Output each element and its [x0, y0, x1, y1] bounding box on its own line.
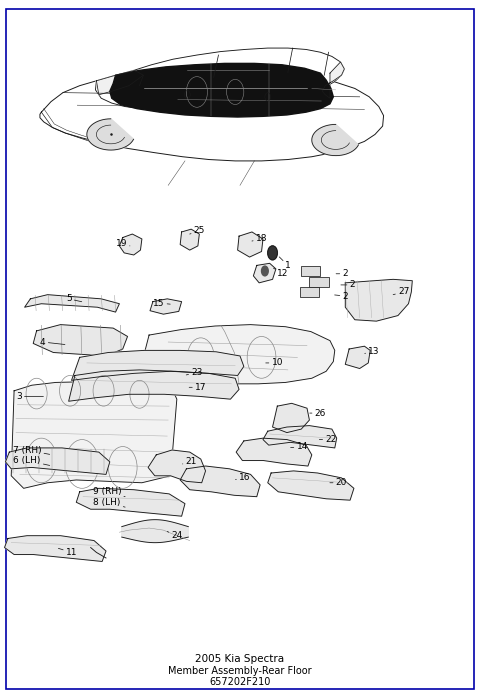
Polygon shape: [33, 325, 128, 356]
Text: 10: 10: [266, 359, 283, 367]
Text: 13: 13: [365, 348, 380, 356]
Text: 25: 25: [190, 226, 205, 235]
Polygon shape: [312, 124, 359, 156]
Polygon shape: [268, 471, 354, 500]
Polygon shape: [69, 370, 239, 401]
Text: 2: 2: [335, 292, 348, 301]
Text: 4: 4: [40, 338, 65, 346]
Polygon shape: [236, 438, 312, 466]
Text: 1: 1: [279, 257, 291, 270]
Polygon shape: [253, 263, 276, 283]
Polygon shape: [122, 520, 188, 542]
Text: 8 (LH): 8 (LH): [93, 498, 125, 507]
Text: 14: 14: [290, 442, 308, 451]
Text: 3: 3: [16, 392, 43, 401]
Text: 12: 12: [274, 268, 289, 279]
Text: 23: 23: [186, 368, 203, 377]
Text: Member Assembly-Rear Floor: Member Assembly-Rear Floor: [168, 667, 312, 676]
Text: 18: 18: [252, 235, 267, 244]
Polygon shape: [345, 279, 412, 321]
Polygon shape: [180, 466, 260, 497]
Polygon shape: [273, 403, 310, 433]
Polygon shape: [120, 234, 142, 255]
Text: 26: 26: [310, 408, 326, 417]
Text: 657202F210: 657202F210: [209, 677, 271, 687]
Text: 7 (RH): 7 (RH): [12, 445, 49, 454]
Text: 5: 5: [66, 295, 82, 304]
Text: 19: 19: [116, 239, 130, 248]
Text: 16: 16: [236, 473, 251, 482]
Text: 20: 20: [330, 478, 347, 487]
Polygon shape: [144, 325, 335, 384]
Polygon shape: [148, 450, 205, 483]
Bar: [300, 287, 319, 297]
Polygon shape: [180, 229, 199, 250]
Polygon shape: [110, 64, 333, 117]
Polygon shape: [96, 70, 144, 95]
Text: 11: 11: [59, 548, 77, 557]
Polygon shape: [40, 73, 384, 161]
Polygon shape: [76, 489, 185, 517]
Polygon shape: [345, 346, 370, 369]
Polygon shape: [150, 299, 181, 314]
Polygon shape: [263, 426, 336, 448]
Text: 21: 21: [182, 457, 197, 466]
Text: 6 (LH): 6 (LH): [13, 456, 49, 466]
Polygon shape: [11, 382, 177, 489]
Text: 17: 17: [189, 383, 206, 392]
Circle shape: [268, 246, 277, 260]
Polygon shape: [87, 119, 133, 150]
Polygon shape: [323, 62, 344, 98]
Text: 9 (RH): 9 (RH): [93, 487, 125, 497]
Text: 2: 2: [341, 281, 355, 290]
Polygon shape: [96, 48, 344, 110]
Polygon shape: [5, 448, 110, 475]
Polygon shape: [4, 535, 106, 561]
Text: 2: 2: [336, 269, 348, 279]
Text: 15: 15: [153, 299, 170, 308]
Circle shape: [262, 266, 268, 276]
Text: 27: 27: [393, 288, 409, 297]
Bar: [301, 266, 321, 276]
Polygon shape: [238, 232, 263, 257]
Text: 2005 Kia Spectra: 2005 Kia Spectra: [195, 654, 285, 664]
Polygon shape: [72, 350, 244, 380]
Text: 22: 22: [319, 435, 336, 444]
Text: 24: 24: [167, 531, 182, 540]
Polygon shape: [24, 295, 120, 312]
Bar: [310, 277, 328, 287]
